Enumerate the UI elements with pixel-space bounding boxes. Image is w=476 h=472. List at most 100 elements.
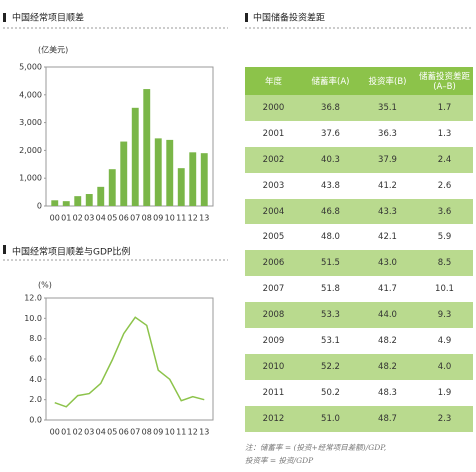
x-tick-label: 06 xyxy=(119,214,129,223)
y-tick-label: 0.0 xyxy=(29,416,42,425)
x-tick-label: 13 xyxy=(199,214,209,223)
x-tick-label: 04 xyxy=(96,428,106,437)
table-row: 2003 43.8 41.2 2.6 xyxy=(245,173,473,199)
bar xyxy=(143,89,151,206)
table-cell: 年度 xyxy=(264,77,282,87)
table-cell: 50.2 xyxy=(321,387,340,398)
table-cell: 2001 xyxy=(262,128,285,139)
y-axis-label: (%) xyxy=(38,281,52,290)
note: 投资率 = 投资/GDP xyxy=(245,456,314,465)
x-tick-label: 04 xyxy=(96,214,106,223)
table-cell: 2000 xyxy=(262,102,285,113)
bar xyxy=(200,153,208,206)
x-tick-label: 10 xyxy=(165,214,175,223)
table-cell: 42.1 xyxy=(378,232,397,243)
table-cell: 储蓄率(A) xyxy=(311,77,350,87)
bar xyxy=(51,200,59,206)
table-cell: 37.6 xyxy=(321,128,340,139)
table-row: 2008 53.3 44.0 9.3 xyxy=(245,302,473,329)
table-cell: 53.3 xyxy=(321,310,340,321)
line xyxy=(54,316,205,408)
y-axis-label: (亿美元) xyxy=(38,45,68,55)
table-cell: 2002 xyxy=(262,154,285,165)
table-cell: 2004 xyxy=(262,206,285,217)
table-cell: 2007 xyxy=(262,284,285,295)
table-cell: 1.7 xyxy=(437,102,452,113)
table-cell: 40.3 xyxy=(321,154,340,165)
x-tick-label: 02 xyxy=(73,214,83,223)
table-cell: 2006 xyxy=(262,258,285,269)
bar xyxy=(154,138,162,206)
table-cell: 43.3 xyxy=(378,206,397,217)
table-cell: 10.1 xyxy=(435,284,454,295)
bar xyxy=(62,201,70,206)
table-cell: 44.0 xyxy=(378,310,397,321)
y-tick-label: 10.0 xyxy=(24,314,42,323)
bar xyxy=(120,141,128,206)
table-row: 2011 50.2 48.3 1.9 xyxy=(245,380,473,406)
table-row: 2006 51.5 43.0 8.5 xyxy=(245,250,473,277)
table-cell: 4.9 xyxy=(437,335,452,346)
table-cell: 43.0 xyxy=(378,258,397,269)
x-tick-label: 03 xyxy=(84,428,94,437)
x-tick-label: 10 xyxy=(165,428,175,437)
chart-title: 中国经常项目顺差与GDP比例 xyxy=(12,246,130,258)
table-cell: 5.9 xyxy=(437,232,452,243)
x-tick-label: 09 xyxy=(153,428,163,437)
table-row: 2005 48.0 42.1 5.9 xyxy=(245,224,473,250)
table-cell: 3.6 xyxy=(437,206,452,217)
table-row: 2000 36.8 35.1 1.7 xyxy=(245,95,473,121)
table-cell: 2010 xyxy=(262,361,285,372)
bar xyxy=(108,169,116,206)
table-cell: 52.2 xyxy=(321,361,340,372)
x-tick-label: 00 xyxy=(50,214,60,223)
x-tick-label: 07 xyxy=(130,428,140,437)
table-cell: 51.5 xyxy=(321,258,340,269)
table-row: 年度 储蓄率(A) 投资率(B) 储蓄投资差距(A–B) xyxy=(245,67,473,95)
bar xyxy=(74,196,82,206)
table-title: 中国储备投资差距 xyxy=(253,12,325,24)
table-cell: 48.0 xyxy=(321,232,340,243)
table-cell: 36.3 xyxy=(378,128,397,139)
y-tick-label: 6.0 xyxy=(29,355,42,364)
table-cell: 53.1 xyxy=(321,335,340,346)
table-cell: 储蓄投资差距(A–B) xyxy=(418,72,470,92)
x-tick-label: 05 xyxy=(107,428,117,437)
table-cell: 48.2 xyxy=(378,361,397,372)
y-tick-label: 0 xyxy=(37,202,42,211)
x-tick-label: 12 xyxy=(188,214,198,223)
plot-frame xyxy=(45,66,214,207)
table-cell: 投资率(B) xyxy=(368,77,407,87)
table-row: 2009 53.1 48.2 4.9 xyxy=(245,328,473,354)
bar xyxy=(131,107,139,206)
x-tick-label: 08 xyxy=(142,214,152,223)
y-tick-label: 3,000 xyxy=(19,118,42,127)
bar xyxy=(166,139,174,206)
x-tick-label: 11 xyxy=(176,428,186,437)
x-tick-label: 07 xyxy=(130,214,140,223)
note: 注：储蓄率 = (投资+经常项目差额)/GDP, xyxy=(245,443,387,452)
table-cell: 8.5 xyxy=(437,258,452,269)
title-marker xyxy=(3,13,6,22)
bar xyxy=(97,186,105,206)
x-tick-label: 01 xyxy=(61,214,71,223)
table-cell: 9.3 xyxy=(437,310,452,321)
table-cell: 2.3 xyxy=(437,413,452,424)
table-cell: 51.0 xyxy=(321,413,340,424)
table-cell: 48.7 xyxy=(378,413,397,424)
table-row: 2004 46.8 43.3 3.6 xyxy=(245,198,473,225)
x-tick-label: 03 xyxy=(84,214,94,223)
y-tick-label: 12.0 xyxy=(24,294,42,303)
table-cell: 2011 xyxy=(262,387,285,398)
table-cell: 48.3 xyxy=(378,387,397,398)
table-cell: 37.9 xyxy=(378,154,397,165)
table-cell: 35.1 xyxy=(378,102,397,113)
table-cell: 4.0 xyxy=(437,361,452,372)
table-cell: 36.8 xyxy=(321,102,340,113)
y-tick-label: 5,000 xyxy=(19,63,42,72)
table-cell: 51.8 xyxy=(321,284,340,295)
table-row: 2010 52.2 48.2 4.0 xyxy=(245,353,473,380)
bar xyxy=(177,168,185,206)
y-tick-label: 8.0 xyxy=(29,334,42,343)
